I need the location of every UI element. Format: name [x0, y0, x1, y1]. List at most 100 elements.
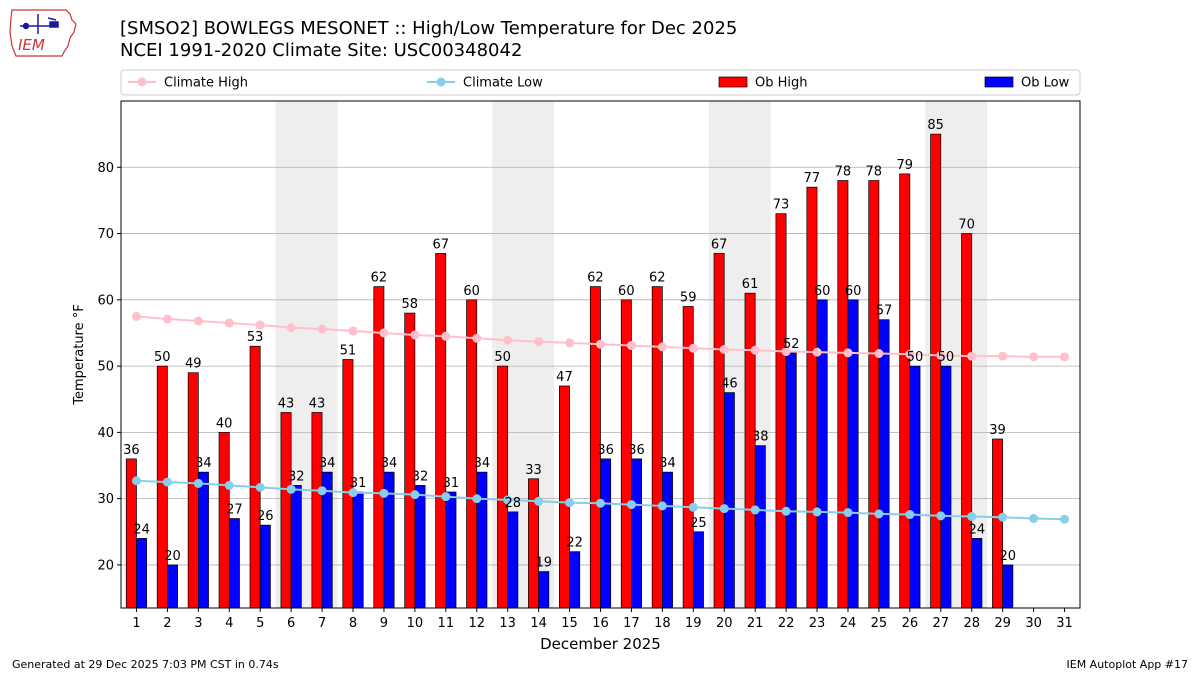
ob-low-bar: [290, 485, 302, 609]
ob-low-label: 32: [288, 469, 305, 484]
ob-low-bar: [538, 571, 550, 609]
climate-low-point: [750, 505, 760, 515]
ob-high-label: 62: [371, 271, 388, 286]
climate-low-point: [193, 478, 203, 488]
ob-high-label: 67: [432, 237, 449, 252]
climate-high-point: [131, 311, 141, 321]
ob-high-label: 60: [463, 284, 480, 299]
climate-low-point: [162, 477, 172, 487]
ob-low-label: 26: [257, 509, 274, 524]
ob-low-bar: [197, 471, 209, 609]
ob-low-label: 31: [443, 476, 460, 491]
ob-high-label: 50: [154, 350, 171, 365]
x-tick-label: 13: [499, 616, 516, 631]
app-label: IEM Autoplot App #17: [1066, 658, 1189, 671]
ob-high-label: 40: [216, 416, 233, 431]
y-tick-label: 40: [97, 426, 114, 441]
ob-low-label: 24: [133, 522, 150, 537]
climate-high-point: [967, 351, 977, 361]
y-tick-label: 30: [97, 492, 114, 507]
climate-high-point: [998, 351, 1008, 361]
x-tick-label: 11: [438, 616, 455, 631]
climate-low-point: [998, 512, 1008, 522]
climate-low-point: [255, 482, 265, 492]
ob-low-label: 27: [226, 503, 243, 518]
ob-high-bar: [806, 186, 818, 609]
climate-low-point: [410, 490, 420, 500]
ob-low-bar: [414, 485, 426, 609]
ob-high-label: 43: [309, 396, 326, 411]
ob-low-label: 60: [845, 284, 862, 299]
ob-high-bar: [218, 432, 230, 609]
ob-low-bar: [878, 319, 890, 609]
climate-low-point: [1029, 514, 1039, 524]
legend-frame: [120, 69, 1081, 96]
x-tick-label: 31: [1056, 616, 1073, 631]
ob-low-bar: [909, 365, 921, 609]
ob-high-label: 43: [278, 396, 295, 411]
ob-high-bar: [497, 365, 509, 609]
climate-high-point: [657, 342, 667, 352]
ob-high-label: 33: [525, 463, 542, 478]
y-tick-label: 80: [97, 161, 114, 176]
ob-high-label: 70: [958, 218, 975, 233]
iem-logo: IEM: [9, 9, 77, 57]
x-axis-title: December 2025: [540, 635, 661, 653]
climate-high-point: [596, 339, 605, 349]
legend-label: Ob High: [755, 76, 808, 91]
ob-low-label: 25: [690, 516, 707, 531]
climate-low-point: [781, 506, 791, 516]
y-tick-label: 70: [97, 227, 114, 242]
ob-low-bar: [228, 518, 240, 609]
ob-low-bar: [167, 564, 178, 609]
ob-high-bar: [899, 173, 911, 609]
ob-high-label: 58: [402, 297, 419, 312]
ob-high-bar: [187, 372, 199, 609]
ob-high-label: 61: [742, 277, 759, 292]
ob-high-bar: [868, 180, 880, 609]
ob-high-bar: [280, 412, 292, 609]
climate-low-point: [1060, 514, 1070, 524]
ob-high-bar: [435, 253, 447, 609]
x-tick-label: 20: [716, 616, 733, 631]
x-tick-label: 25: [871, 616, 888, 631]
ob-low-label: 36: [628, 443, 645, 458]
climate-low-point: [286, 484, 296, 494]
climate-high-point: [1029, 352, 1039, 362]
y-axis-title: Temperature °F: [72, 304, 87, 405]
climate-high-point: [750, 345, 760, 355]
x-tick-label: 10: [407, 616, 424, 631]
ob-low-bar: [631, 458, 642, 609]
ob-low-label: 19: [535, 556, 552, 571]
ob-low-bar: [1002, 564, 1014, 609]
x-tick-label: 8: [349, 616, 357, 631]
climate-low-point: [688, 502, 698, 512]
climate-high-point: [224, 318, 234, 328]
x-tick-label: 17: [623, 616, 640, 631]
ob-high-bar: [404, 312, 416, 609]
climate-high-point: [379, 328, 389, 338]
logo-text: IEM: [18, 36, 45, 54]
climate-high-point: [905, 349, 915, 359]
x-tick-label: 4: [225, 616, 233, 631]
ob-low-label: 20: [164, 549, 181, 564]
ob-high-label: 36: [123, 443, 140, 458]
ob-low-bar: [971, 538, 983, 609]
ob-low-label: 57: [876, 304, 893, 319]
x-tick-label: 18: [654, 616, 671, 631]
climate-high-point: [503, 335, 513, 345]
x-tick-label: 3: [194, 616, 202, 631]
x-tick-label: 22: [778, 616, 795, 631]
climate-high-point: [874, 349, 884, 359]
ob-high-label: 85: [927, 118, 944, 133]
x-tick-label: 19: [685, 616, 702, 631]
ob-low-bar: [352, 491, 364, 609]
ob-low-label: 34: [659, 456, 676, 471]
ob-low-label: 22: [566, 536, 583, 551]
climate-high-point: [781, 347, 791, 357]
ob-low-label: 28: [505, 496, 522, 511]
x-tick-label: 5: [256, 616, 264, 631]
climate-low-point: [967, 512, 977, 522]
ob-low-label: 46: [721, 377, 738, 392]
